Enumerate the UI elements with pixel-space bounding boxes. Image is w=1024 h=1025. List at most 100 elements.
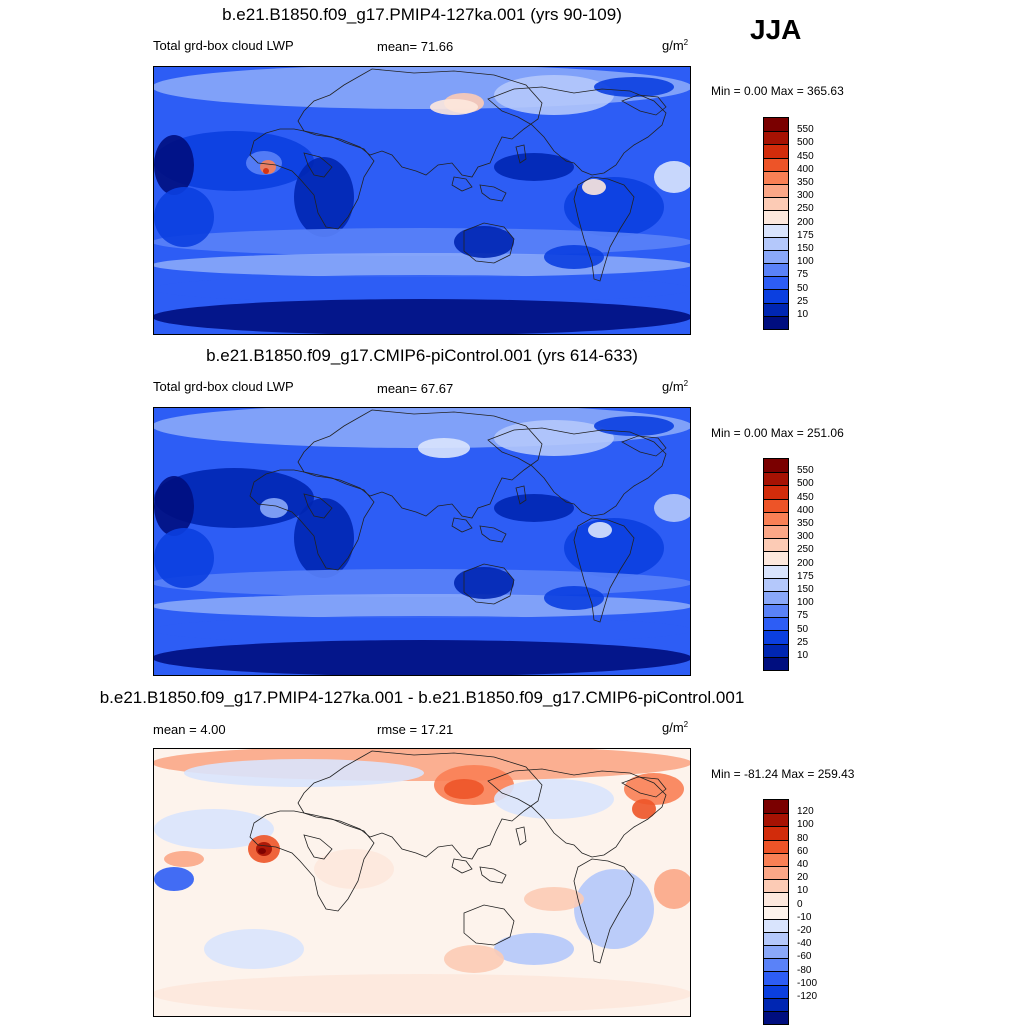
- field-contour-region: [588, 522, 612, 538]
- coastline: [487, 427, 667, 517]
- colorbar-box: [764, 656, 788, 670]
- colorbar-box: [764, 197, 788, 211]
- coastline: [463, 904, 515, 946]
- panel-2-mean: mean= 67.67: [377, 381, 454, 396]
- field-contour-region: [654, 494, 690, 522]
- colorbar-tick-label: 400: [797, 163, 814, 175]
- colorbar-box: [764, 302, 788, 316]
- colorbar-box: [764, 170, 788, 184]
- coastline: [297, 750, 543, 860]
- colorbar-box: [764, 984, 788, 998]
- field-contour-region: [154, 299, 690, 334]
- field-contour-region: [654, 869, 690, 909]
- coastline: [573, 517, 635, 623]
- field-contour-region: [204, 929, 304, 969]
- colorbar-tick-label: 400: [797, 504, 814, 516]
- colorbar-box: [764, 210, 788, 224]
- coastline: [487, 86, 667, 176]
- colorbar-tick-label: 10: [797, 309, 809, 320]
- coastline: [297, 409, 543, 519]
- colorbar-tick-label: 75: [797, 269, 809, 281]
- colorbar-box: [764, 577, 788, 591]
- colorbar-tick-label: 500: [797, 137, 814, 149]
- field-contour-region: [154, 187, 214, 247]
- coastline: [303, 152, 333, 178]
- colorbar-box: [764, 511, 788, 525]
- field-contour-region: [154, 616, 690, 644]
- field-contour-region: [154, 131, 314, 191]
- colorbar-box: [764, 459, 788, 473]
- colorbar-box: [764, 813, 788, 827]
- colorbar-box: [764, 590, 788, 605]
- coastline: [621, 776, 667, 798]
- colorbar-box: [764, 263, 788, 277]
- panel-3-mean: mean = 4.00: [153, 722, 226, 737]
- panel-2-field-label: Total grd-box cloud LWP: [153, 379, 294, 394]
- colorbar-tick-label: 25: [797, 295, 809, 307]
- panel-3-colorbar: [763, 799, 789, 1025]
- colorbar-tick-label: -60: [797, 951, 812, 963]
- colorbar-tick-label: 150: [797, 243, 814, 254]
- colorbar-tick-label: -80: [797, 964, 812, 976]
- field-contour-region: [430, 99, 478, 115]
- colorbar-tick-label: 100: [797, 819, 814, 831]
- colorbar-tick-label: 60: [797, 845, 809, 857]
- coastline: [515, 826, 527, 846]
- colorbar-tick-label: 200: [797, 557, 814, 569]
- colorbar-box: [764, 892, 788, 906]
- colorbar-tick-label: 550: [797, 465, 814, 477]
- field-contour-region: [494, 494, 574, 522]
- colorbar-box: [764, 826, 788, 840]
- field-contour-region: [154, 809, 274, 849]
- colorbar-box: [764, 865, 788, 880]
- colorbar-tick-label: 120: [797, 806, 814, 818]
- colorbar-box: [764, 905, 788, 919]
- field-contour-region: [494, 779, 614, 819]
- colorbar-box: [764, 524, 788, 539]
- coastline: [463, 563, 515, 605]
- field-contour-region: [294, 498, 354, 578]
- colorbar-box: [764, 971, 788, 985]
- field-contour-region: [632, 799, 656, 819]
- panel-2-map: [153, 407, 691, 676]
- panel-2-minmax: Min = 0.00 Max = 251.06: [711, 426, 844, 440]
- colorbar-tick-label: 175: [797, 570, 814, 582]
- field-contour-region: [444, 779, 484, 799]
- panel-3-map: [153, 748, 691, 1017]
- panel-1-colorbar: [763, 117, 789, 330]
- colorbar-box: [764, 236, 788, 250]
- colorbar-tick-label: 20: [797, 872, 809, 884]
- colorbar-box: [764, 485, 788, 499]
- coastline: [479, 184, 507, 202]
- field-contour-region: [544, 586, 604, 610]
- field-contour-region: [594, 77, 674, 97]
- field-contour-region: [582, 179, 606, 195]
- colorbar-tick-label: 40: [797, 859, 809, 870]
- colorbar-box: [764, 289, 788, 303]
- panel-1-title: b.e21.B1850.f09_g17.PMIP4-127ka.001 (yrs…: [222, 5, 622, 24]
- colorbar-box: [764, 157, 788, 171]
- coastline: [249, 469, 375, 571]
- coastline: [451, 176, 473, 192]
- field-contour-region: [154, 640, 690, 675]
- panel-1-map: [153, 66, 691, 335]
- colorbar-box: [764, 958, 788, 972]
- field-contour-region: [260, 498, 288, 518]
- field-contour-region: [154, 253, 690, 277]
- field-contour-region: [624, 773, 684, 805]
- colorbar-tick-label: 75: [797, 610, 809, 622]
- colorbar-tick-label: 150: [797, 584, 814, 595]
- colorbar-tick-label: -120: [797, 991, 818, 1002]
- coastline: [297, 68, 543, 178]
- field-contour-region: [524, 887, 584, 911]
- colorbar-tick-label: 300: [797, 190, 814, 202]
- colorbar-tick-label: 550: [797, 124, 814, 136]
- colorbar-tick-label: 175: [797, 229, 814, 241]
- colorbar-box: [764, 249, 788, 264]
- colorbar-box: [764, 879, 788, 893]
- coastline: [451, 858, 473, 874]
- colorbar-tick-label: -40: [797, 938, 812, 950]
- colorbar-tick-label: 450: [797, 150, 814, 162]
- field-contour-region: [154, 476, 194, 536]
- colorbar-box: [764, 997, 788, 1011]
